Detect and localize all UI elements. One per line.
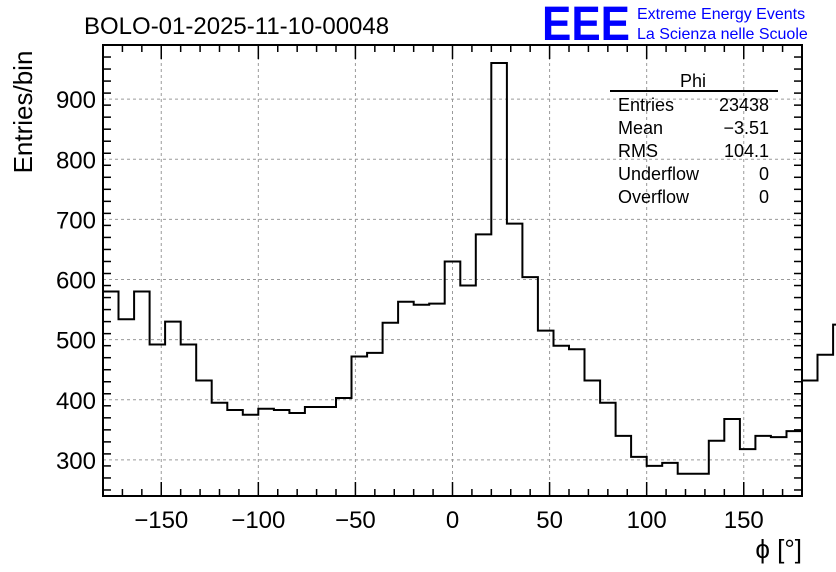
y-tick-label: 700: [56, 207, 96, 234]
x-axis-label: ϕ [°]: [755, 534, 802, 564]
y-axis-label: Entries/bin: [8, 51, 38, 174]
y-tick-label: 600: [56, 268, 96, 295]
x-tick-label: 0: [446, 507, 459, 534]
org-name-line2: La Scienza nelle Scuole: [637, 26, 808, 43]
x-tick-label: −100: [231, 507, 285, 534]
stats-value-overflow: 0: [759, 187, 769, 207]
stats-label-rms: RMS: [618, 141, 658, 161]
stats-label-overflow: Overflow: [618, 187, 690, 207]
stats-label-entries: Entries: [618, 95, 674, 115]
x-tick-label: 50: [536, 507, 563, 534]
y-tick-label: 500: [56, 328, 96, 355]
histogram-series: [103, 62, 836, 475]
x-tick-label: 150: [724, 507, 764, 534]
stats-value-rms: 104.1: [724, 141, 769, 161]
grid-lines: [103, 45, 802, 496]
axis-ticks: [102, 44, 803, 496]
stats-title: Phi: [680, 71, 706, 91]
run-title: BOLO-01-2025-11-10-00048: [84, 13, 389, 40]
x-tick-label: 100: [627, 507, 667, 534]
x-tick-label: −50: [335, 507, 376, 534]
y-tick-label: 300: [56, 448, 96, 475]
stats-value-entries: 23438: [719, 95, 769, 115]
org-name-line1: Extreme Energy Events: [637, 6, 805, 23]
x-tick-label: −150: [134, 507, 188, 534]
eee-logo-text: EEE: [542, 0, 630, 51]
y-tick-labels: 300 400 500 600 700 800 900: [56, 87, 96, 475]
y-tick-label: 900: [56, 87, 96, 114]
stats-value-underflow: 0: [759, 164, 769, 184]
stats-value-mean: −3.51: [723, 118, 769, 138]
y-tick-label: 800: [56, 147, 96, 174]
stats-label-underflow: Underflow: [618, 164, 700, 184]
stats-label-mean: Mean: [618, 118, 663, 138]
y-tick-label: 400: [56, 388, 96, 415]
stats-box: Phi Entries 23438 Mean −3.51 RMS 104.1 U…: [610, 71, 778, 207]
x-tick-labels: −150 −100 −50 0 50 100 150: [134, 507, 764, 534]
